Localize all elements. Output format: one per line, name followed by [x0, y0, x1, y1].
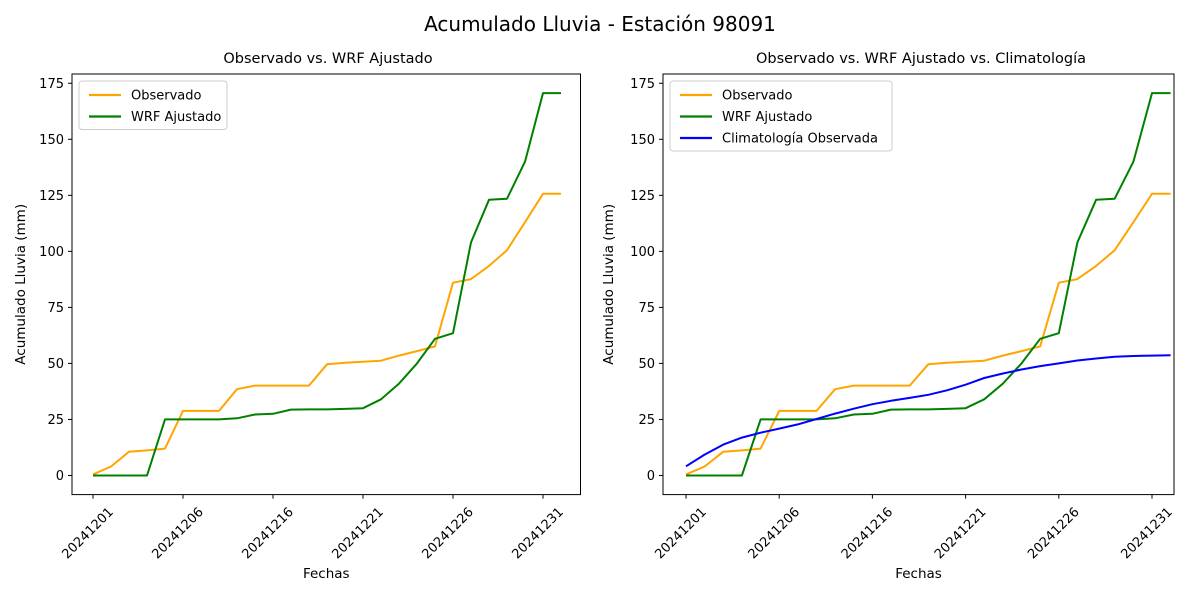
x-axis-label: Fechas	[895, 566, 942, 582]
y-axis-label: Acumulado Lluvia (mm)	[13, 204, 29, 365]
y-tick-label: 50	[47, 357, 64, 372]
x-tick-label: 20241226	[1025, 505, 1082, 562]
x-tick-label: 20241216	[839, 505, 896, 562]
axes-frame	[71, 73, 581, 496]
y-tick-label: 175	[39, 77, 64, 92]
y-tick-label: 125	[630, 189, 655, 204]
series-line-wrf-ajustado	[93, 92, 561, 477]
series-line-observado	[685, 192, 1171, 476]
subplot-title: Observado vs. WRF Ajustado	[223, 51, 432, 67]
y-tick-label: 0	[647, 469, 655, 484]
subplot-title: Observado vs. WRF Ajustado vs. Climatolo…	[756, 51, 1086, 67]
x-tick-label: 20241221	[329, 505, 386, 562]
y-tick-label: 150	[39, 133, 64, 148]
x-tick-label: 20241201	[652, 505, 709, 562]
y-tick-label: 100	[630, 245, 655, 260]
series-line-wrf-ajustado	[686, 92, 1171, 477]
y-tick-label: 25	[47, 413, 64, 428]
right-chart: 0 25 50 75 100 125 150 175 20241201 20241206 20241…	[601, 51, 1176, 582]
x-axis-label: Fechas	[303, 566, 350, 582]
x-tick-label: 20241206	[149, 505, 206, 562]
left-chart: 0 25 50 75 100 125 150 175 20241201 20241206 20241…	[13, 51, 581, 582]
series-line-climatologia-observada	[685, 354, 1171, 468]
y-tick-label: 75	[47, 301, 64, 316]
legend-label-observado: Observado	[722, 89, 793, 104]
x-tick-label: 20241231	[1118, 505, 1175, 562]
series-line-observado	[92, 192, 561, 476]
y-tick-label: 175	[630, 77, 655, 92]
y-axis-label: Acumulado Lluvia (mm)	[601, 204, 617, 365]
y-tick-label: 75	[638, 301, 655, 316]
x-tick-label: 20241221	[932, 505, 989, 562]
x-tick-label: 20241216	[239, 505, 296, 562]
x-tick-label: 20241201	[59, 505, 116, 562]
y-tick-label: 0	[56, 469, 64, 484]
x-tick-label: 20241226	[419, 505, 476, 562]
legend-label-observado: Observado	[131, 89, 202, 104]
legend-label-wrf-ajustado: WRF Ajustado	[131, 110, 221, 125]
y-tick-label: 125	[39, 189, 64, 204]
legend-box	[669, 80, 893, 152]
x-tick-label: 20241206	[746, 505, 803, 562]
legend: Observado WRF Ajustado	[78, 80, 228, 130]
y-tick-label: 100	[39, 245, 64, 260]
y-tick-label: 150	[630, 133, 655, 148]
y-tick-label: 25	[638, 413, 655, 428]
legend-label-climatologia-observada: Climatología Observada	[722, 132, 878, 147]
legend-label-wrf-ajustado: WRF Ajustado	[722, 110, 812, 125]
legend: Observado WRF Ajustado Climatología Observ…	[669, 80, 893, 152]
x-tick-label: 20241231	[509, 505, 566, 562]
figure-title: Acumulado Lluvia - Estación 98091	[424, 12, 776, 36]
y-tick-label: 50	[638, 357, 655, 372]
axes-frame	[662, 73, 1175, 496]
